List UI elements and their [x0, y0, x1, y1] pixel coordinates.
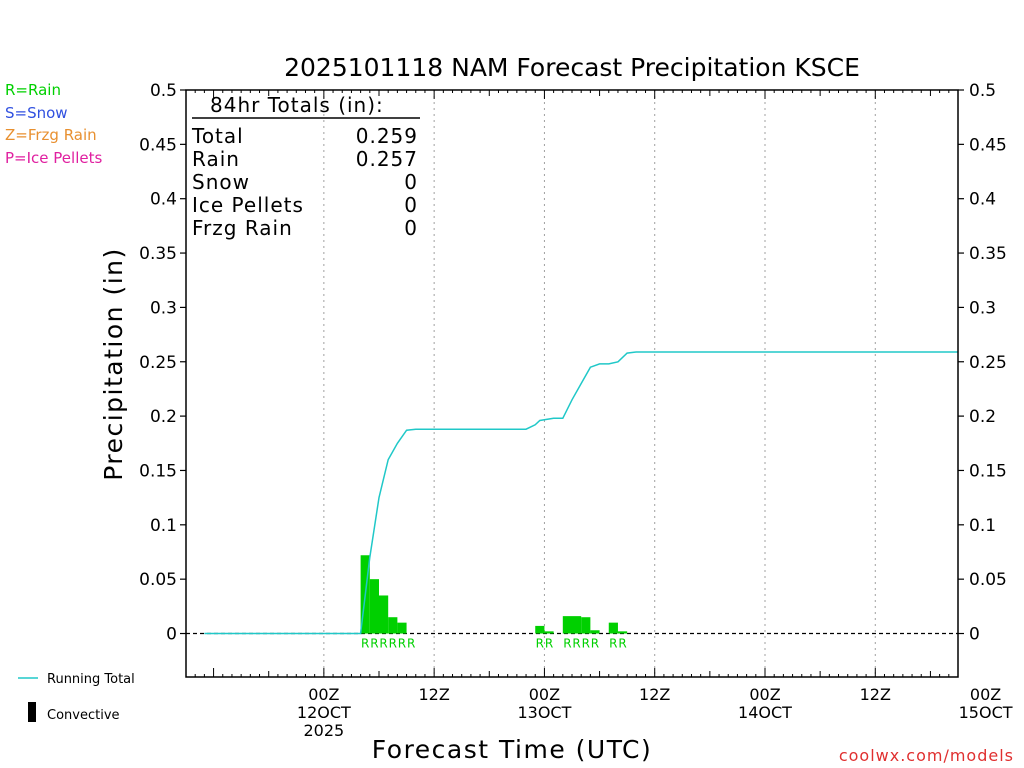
- precip-bar: [397, 622, 407, 634]
- y-tick-label-left: 0.45: [139, 135, 177, 155]
- ptype-label: R: [379, 637, 387, 651]
- x-tick-label: 00Z: [970, 685, 1001, 704]
- x-tick-label: 13OCT: [517, 703, 571, 722]
- totals-row-value: 0: [404, 170, 418, 194]
- y-tick-label-left: 0.1: [150, 516, 177, 536]
- convective-legend-label: Convective: [47, 708, 120, 723]
- grid-layer: [186, 90, 958, 677]
- y-tick-label-left: 0: [166, 625, 177, 645]
- y-tick-label-right: 0.1: [969, 516, 996, 536]
- y-tick-label-right: 0.2: [969, 407, 996, 427]
- precip-bar: [562, 616, 572, 634]
- axis-layer: 0 00.05 0.050.1 0.10.15 0.150.2 0.20.25 0.250.…: [139, 81, 1013, 740]
- x-tick-label: 00Z: [308, 685, 339, 704]
- y-tick-label-right: 0.45: [969, 135, 1007, 155]
- x-tick-label: 12Z: [639, 685, 670, 704]
- totals-row-value: 0: [404, 193, 418, 217]
- x-axis-label: Forecast Time (UTC): [372, 735, 652, 764]
- precip-bar: [572, 616, 582, 634]
- ptype-label: R: [370, 637, 378, 651]
- totals-header: 84hr Totals (in):: [210, 93, 384, 117]
- totals-row-value: 0.259: [356, 124, 418, 148]
- y-tick-label-left: 0.2: [150, 407, 177, 427]
- legend-snow: S=Snow: [5, 104, 68, 122]
- convective-legend-swatch: [28, 702, 36, 722]
- precip-bar: [617, 631, 628, 634]
- y-tick-label-left: 0.5: [150, 81, 177, 101]
- y-axis-label: Precipitation (in): [99, 247, 128, 481]
- x-tick-label: 00Z: [749, 685, 780, 704]
- legend-rain: R=Rain: [5, 81, 61, 99]
- y-tick-label-left: 0.05: [139, 570, 177, 590]
- precip-bar: [544, 631, 554, 634]
- x-tick-label: 15OCT: [959, 703, 1013, 722]
- totals-row-label: Frzg Rain: [192, 216, 293, 240]
- y-tick-label-right: 0.3: [969, 298, 996, 318]
- y-tick-label-right: 0.5: [969, 81, 996, 101]
- ptype-label: R: [407, 637, 415, 651]
- y-tick-label-left: 0.15: [139, 461, 177, 481]
- precip-bar: [581, 617, 591, 634]
- x-tick-label: 14OCT: [738, 703, 792, 722]
- line-layer: [204, 351, 958, 635]
- legend-ice-pellets: P=Ice Pellets: [5, 149, 103, 167]
- totals-row-label: Ice Pellets: [192, 193, 304, 217]
- ptype-label: R: [389, 637, 397, 651]
- plot-frame: [185, 89, 959, 678]
- y-tick-label-left: 0.35: [139, 244, 177, 264]
- ptype-label: R: [618, 637, 626, 651]
- precip-bar: [590, 630, 600, 634]
- ptype-label: R: [609, 637, 617, 651]
- y-tick-label-right: 0.35: [969, 244, 1007, 264]
- precip-bar: [388, 617, 398, 634]
- ptype-label: R: [582, 637, 590, 651]
- ptype-label: R: [536, 637, 544, 651]
- credit-text: coolwx.com/models: [839, 746, 1014, 765]
- totals-box: 84hr Totals (in): Total 0.259 Rain 0.257 Sno…: [191, 93, 420, 240]
- ptype-label: R: [361, 637, 369, 651]
- totals-row-value: 0: [404, 216, 418, 240]
- y-tick-label-left: 0.4: [150, 190, 177, 210]
- ptype-label: R: [398, 637, 406, 651]
- totals-row-value: 0.257: [356, 147, 418, 171]
- y-tick-label-right: 0: [969, 625, 980, 645]
- legend-frzg-rain: Z=Frzg Rain: [5, 126, 97, 144]
- y-tick-label-right: 0.4: [969, 190, 996, 210]
- x-tick-label: 00Z: [529, 685, 560, 704]
- totals-row-label: Total: [191, 124, 244, 148]
- totals-row-label: Rain: [192, 147, 240, 171]
- x-tick-label: 12OCT: [297, 703, 351, 722]
- ptype-label: R: [563, 637, 571, 651]
- y-tick-label-right: 0.05: [969, 570, 1007, 590]
- precip-bar: [608, 622, 618, 634]
- ptype-label: R: [545, 637, 553, 651]
- running-total-legend-label: Running Total: [47, 672, 135, 687]
- ptype-label: R: [591, 637, 599, 651]
- totals-row-label: Snow: [192, 170, 250, 194]
- y-tick-label-right: 0.15: [969, 461, 1007, 481]
- x-tick-label: 12Z: [860, 685, 891, 704]
- y-tick-label-left: 0.25: [139, 353, 177, 373]
- running-total-line: [204, 351, 958, 635]
- precip-bar: [535, 625, 545, 634]
- ptype-label: R: [572, 637, 580, 651]
- y-tick-label-left: 0.3: [150, 298, 177, 318]
- chart-title: 2025101118 NAM Forecast Precipitation KS…: [284, 53, 860, 82]
- x-tick-label: 12Z: [418, 685, 449, 704]
- precip-bar: [369, 579, 379, 634]
- y-tick-label-right: 0.25: [969, 353, 1007, 373]
- precip-bar: [379, 595, 389, 634]
- x-tick-label: 2025: [303, 721, 344, 740]
